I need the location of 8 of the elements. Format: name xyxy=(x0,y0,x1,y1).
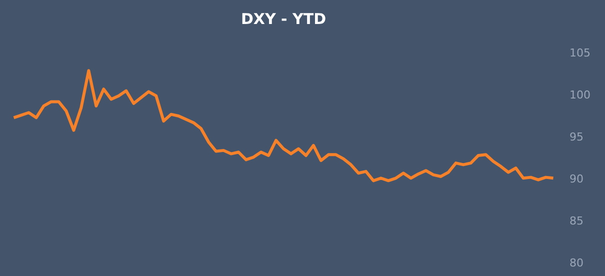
y-tick-label: 90 xyxy=(570,172,584,186)
y-tick-label: 105 xyxy=(570,46,590,60)
y-tick-label: 85 xyxy=(570,214,584,228)
line-series xyxy=(12,69,555,182)
y-tick-label: 80 xyxy=(570,256,584,270)
y-tick-label: 95 xyxy=(570,130,584,144)
y-tick-label: 100 xyxy=(570,88,590,102)
chart-title: DXY - YTD xyxy=(240,10,326,28)
